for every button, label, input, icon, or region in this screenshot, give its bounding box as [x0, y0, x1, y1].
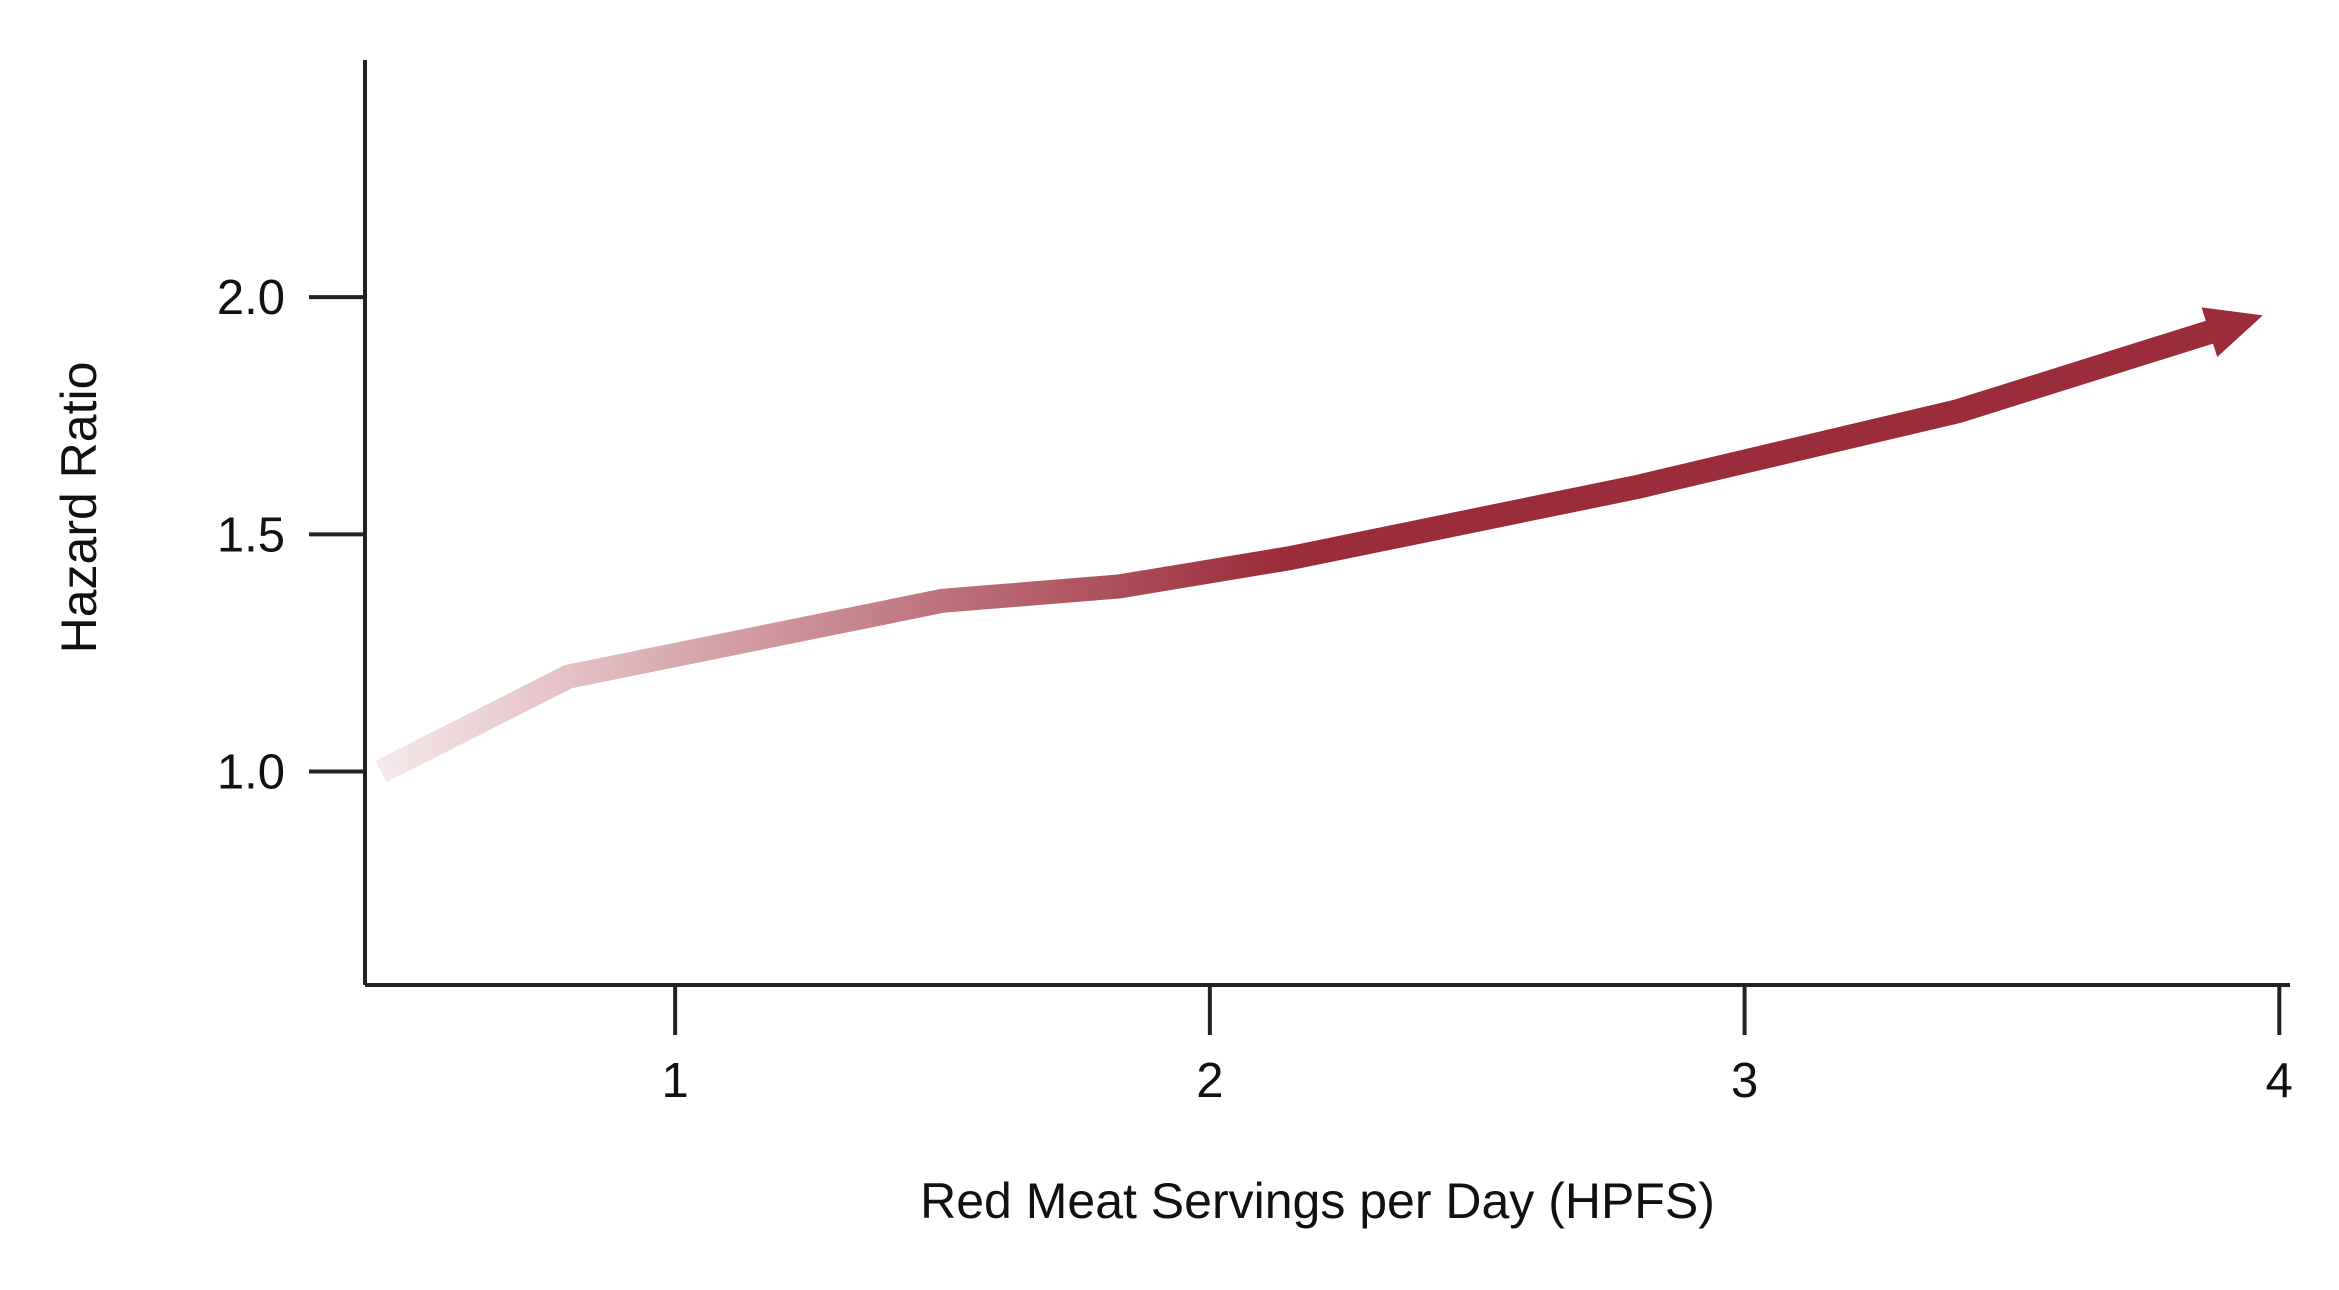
arrow-head	[2202, 307, 2263, 357]
series-line	[381, 330, 2215, 771]
data-line-group	[381, 307, 2263, 771]
x-tick-label: 2	[1196, 1054, 1223, 1108]
x-tick-label: 1	[662, 1054, 689, 1108]
x-tick-label: 3	[1731, 1054, 1758, 1108]
x-axis-title: Red Meat Servings per Day (HPFS)	[920, 1173, 1715, 1229]
y-tick-label: 1.0	[217, 746, 285, 800]
x-tick-label: 4	[2266, 1054, 2293, 1108]
y-axis-title: Hazard Ratio	[51, 362, 107, 654]
y-tick-label: 1.5	[217, 508, 285, 562]
y-tick-label: 2.0	[217, 271, 285, 325]
